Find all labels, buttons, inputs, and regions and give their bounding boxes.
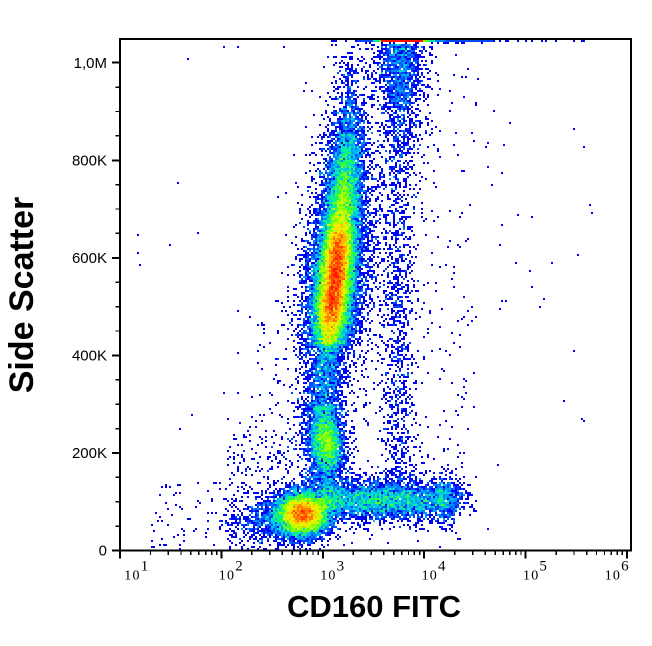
svg-text:200K: 200K — [72, 445, 107, 462]
svg-text:CD160 FITC: CD160 FITC — [287, 589, 461, 624]
svg-text:Side Scatter: Side Scatter — [3, 197, 41, 394]
svg-text:1,0M: 1,0M — [74, 55, 107, 72]
svg-text:600K: 600K — [72, 250, 107, 267]
svg-text:400K: 400K — [72, 348, 107, 365]
svg-text:0: 0 — [99, 543, 107, 560]
svg-text:800K: 800K — [72, 153, 107, 170]
